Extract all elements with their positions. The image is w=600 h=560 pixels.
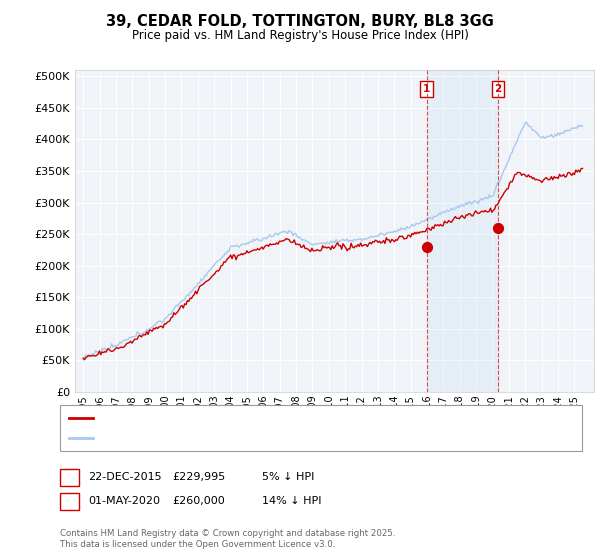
Text: Contains HM Land Registry data © Crown copyright and database right 2025.
This d: Contains HM Land Registry data © Crown c… [60, 529, 395, 549]
Text: 2: 2 [494, 84, 502, 94]
Text: HPI: Average price, detached house, Bury: HPI: Average price, detached house, Bury [99, 433, 307, 443]
Text: £260,000: £260,000 [172, 496, 225, 506]
Text: 1: 1 [423, 84, 430, 94]
Text: 39, CEDAR FOLD, TOTTINGTON, BURY, BL8 3GG (detached house): 39, CEDAR FOLD, TOTTINGTON, BURY, BL8 3G… [99, 413, 427, 423]
Text: 2: 2 [66, 496, 73, 506]
Text: 01-MAY-2020: 01-MAY-2020 [88, 496, 160, 506]
Text: 39, CEDAR FOLD, TOTTINGTON, BURY, BL8 3GG: 39, CEDAR FOLD, TOTTINGTON, BURY, BL8 3G… [106, 14, 494, 29]
Point [493, 223, 503, 232]
Text: 14% ↓ HPI: 14% ↓ HPI [262, 496, 322, 506]
Bar [427, 70, 498, 392]
Text: 5% ↓ HPI: 5% ↓ HPI [262, 472, 314, 482]
Text: 22-DEC-2015: 22-DEC-2015 [88, 472, 162, 482]
Text: £229,995: £229,995 [172, 472, 226, 482]
Text: 1: 1 [66, 472, 73, 482]
Text: Price paid vs. HM Land Registry's House Price Index (HPI): Price paid vs. HM Land Registry's House … [131, 29, 469, 42]
Point [422, 242, 431, 251]
